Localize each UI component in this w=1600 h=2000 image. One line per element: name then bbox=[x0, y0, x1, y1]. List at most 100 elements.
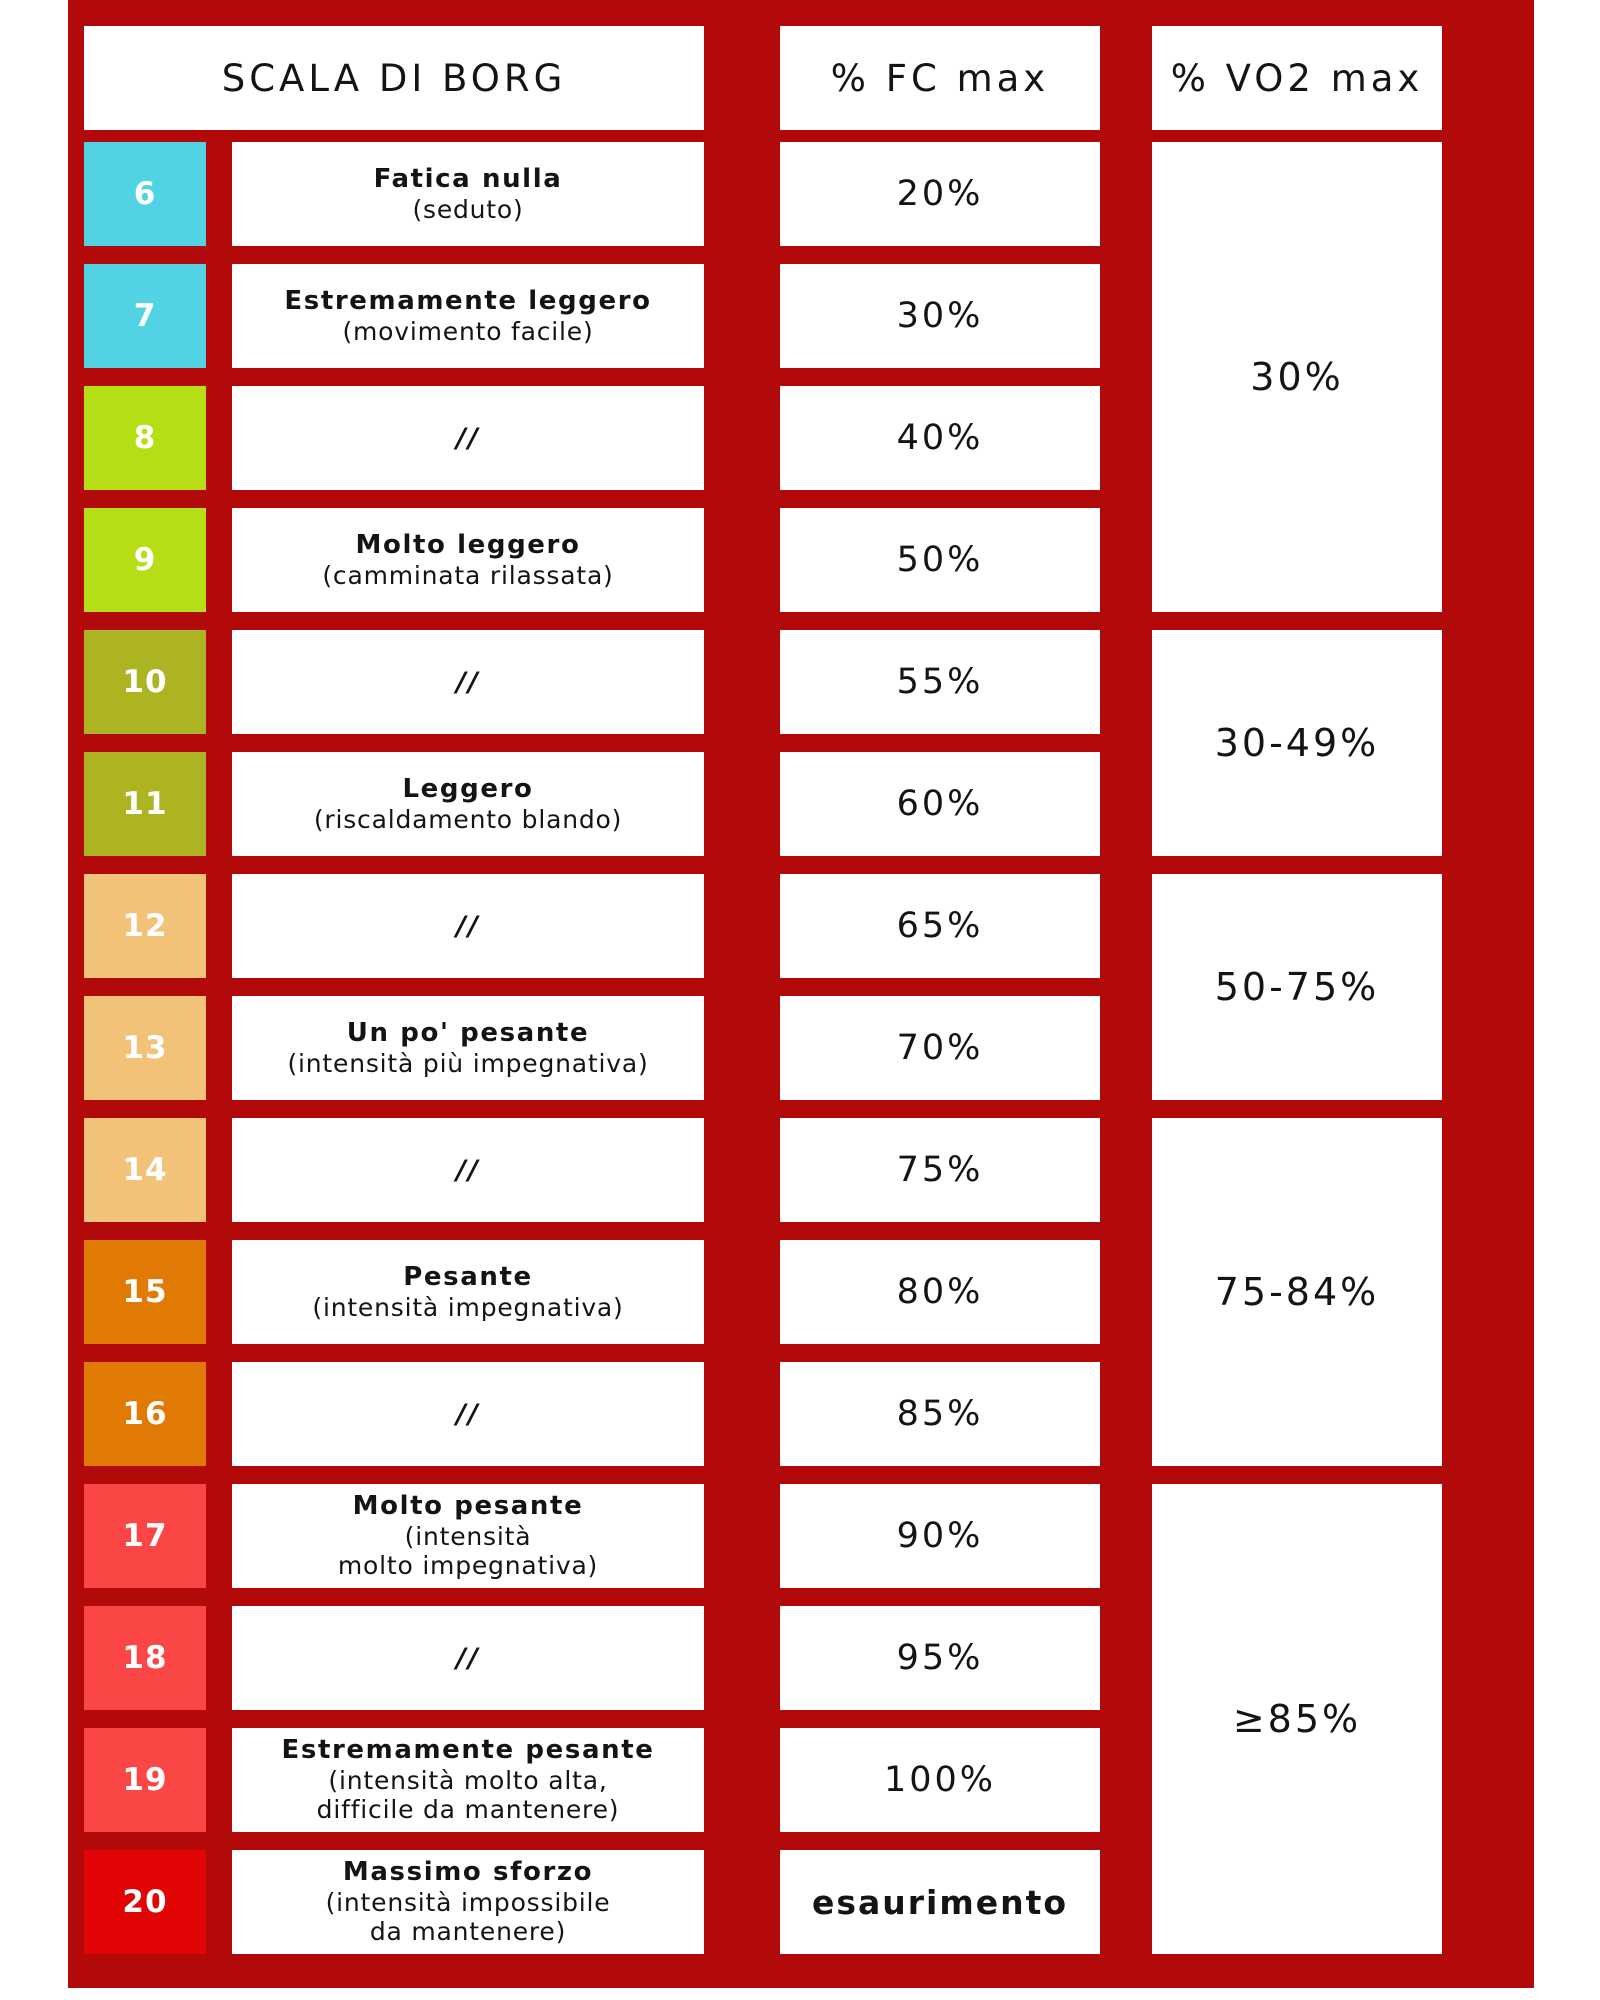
vo2-max-value: 30-49% bbox=[1214, 721, 1380, 765]
fc-max-cell-15: 80% bbox=[780, 1240, 1100, 1344]
fc-max-value: 55% bbox=[896, 662, 984, 702]
fc-max-value: esaurimento bbox=[811, 1882, 1069, 1922]
borg-description-detail: molto impegnativa) bbox=[337, 1551, 599, 1581]
borg-score-value: 12 bbox=[122, 908, 168, 944]
fc-max-cell-16: 85% bbox=[780, 1362, 1100, 1466]
borg-description-detail: (camminata rilassata) bbox=[322, 560, 614, 590]
borg-description-title: Estremamente leggero bbox=[284, 285, 652, 316]
borg-description-detail: (seduto) bbox=[412, 194, 524, 224]
fc-max-cell-11: 60% bbox=[780, 752, 1100, 856]
borg-description-title: Un po' pesante bbox=[346, 1017, 590, 1048]
borg-description-title: Molto leggero bbox=[355, 529, 581, 560]
borg-description-cell-11: Leggero (riscaldamento blando) bbox=[232, 752, 704, 856]
borg-description-detail: (intensità impossibile bbox=[325, 1887, 611, 1917]
fc-max-cell-14: 75% bbox=[780, 1118, 1100, 1222]
borg-description-cell-9: Molto leggero (camminata rilassata) bbox=[232, 508, 704, 612]
column-header-label: SCALA DI BORG bbox=[221, 56, 567, 100]
borg-description-title: Leggero bbox=[402, 773, 534, 804]
borg-description-detail: (intensità impegnativa) bbox=[312, 1292, 624, 1322]
borg-description-cell-14: // bbox=[232, 1118, 704, 1222]
borg-score-swatch-11: 11 bbox=[84, 752, 206, 856]
fc-max-value: 85% bbox=[896, 1394, 984, 1434]
fc-max-value: 60% bbox=[896, 784, 984, 824]
fc-max-cell-7: 30% bbox=[780, 264, 1100, 368]
borg-score-value: 9 bbox=[133, 542, 157, 578]
borg-score-value: 15 bbox=[122, 1274, 168, 1310]
borg-score-swatch-13: 13 bbox=[84, 996, 206, 1100]
borg-description-title: Pesante bbox=[403, 1261, 533, 1292]
borg-score-value: 16 bbox=[122, 1396, 168, 1432]
borg-description-title: Estremamente pesante bbox=[281, 1735, 655, 1766]
column-header-fc-max: % FC max bbox=[780, 26, 1100, 130]
vo2-max-cell-3: 75-84% bbox=[1152, 1118, 1442, 1466]
borg-score-value: 18 bbox=[122, 1640, 168, 1676]
borg-description-cell-8: // bbox=[232, 386, 704, 490]
borg-score-swatch-18: 18 bbox=[84, 1606, 206, 1710]
borg-description-cell-18: // bbox=[232, 1606, 704, 1710]
borg-score-swatch-8: 8 bbox=[84, 386, 206, 490]
borg-description-cell-20: Massimo sforzo (intensità impossibile da m… bbox=[232, 1850, 704, 1954]
borg-description-title: Fatica nulla bbox=[373, 163, 563, 194]
borg-description-cell-15: Pesante (intensità impegnativa) bbox=[232, 1240, 704, 1344]
borg-description-cell-12: // bbox=[232, 874, 704, 978]
borg-score-value: 8 bbox=[133, 420, 157, 456]
vo2-max-value: 75-84% bbox=[1214, 1270, 1380, 1314]
borg-score-swatch-10: 10 bbox=[84, 630, 206, 734]
table-grid: SCALA DI BORG % FC max % VO2 max 6 Fatica… bbox=[68, 0, 1534, 1988]
borg-score-swatch-17: 17 bbox=[84, 1484, 206, 1588]
borg-description-title: Molto pesante bbox=[352, 1491, 584, 1522]
borg-score-swatch-7: 7 bbox=[84, 264, 206, 368]
fc-max-cell-17: 90% bbox=[780, 1484, 1100, 1588]
borg-description-cell-6: Fatica nulla (seduto) bbox=[232, 142, 704, 246]
fc-max-value: 80% bbox=[896, 1272, 984, 1312]
borg-description-detail: difficile da mantenere) bbox=[316, 1795, 620, 1825]
borg-score-swatch-9: 9 bbox=[84, 508, 206, 612]
borg-description-cell-7: Estremamente leggero (movimento facile) bbox=[232, 264, 704, 368]
borg-score-swatch-12: 12 bbox=[84, 874, 206, 978]
fc-max-cell-12: 65% bbox=[780, 874, 1100, 978]
borg-score-value: 20 bbox=[122, 1884, 168, 1920]
vo2-max-value: 50-75% bbox=[1214, 965, 1380, 1009]
borg-score-value: 17 bbox=[122, 1518, 168, 1554]
borg-scale-table: SCALA DI BORG % FC max % VO2 max 6 Fatica… bbox=[68, 0, 1534, 1988]
borg-description-cell-13: Un po' pesante (intensità più impegnativa… bbox=[232, 996, 704, 1100]
column-header-scala-di-borg: SCALA DI BORG bbox=[84, 26, 704, 130]
fc-max-cell-18: 95% bbox=[780, 1606, 1100, 1710]
borg-description-ditto: // bbox=[456, 666, 480, 698]
borg-score-value: 19 bbox=[122, 1762, 168, 1798]
fc-max-value: 95% bbox=[896, 1638, 984, 1678]
fc-max-cell-9: 50% bbox=[780, 508, 1100, 612]
fc-max-value: 40% bbox=[896, 418, 984, 458]
borg-score-value: 7 bbox=[133, 298, 157, 334]
borg-description-ditto: // bbox=[456, 910, 480, 942]
fc-max-value: 20% bbox=[896, 174, 984, 214]
borg-description-detail: (intensità molto alta, bbox=[328, 1765, 608, 1795]
fc-max-value: 90% bbox=[896, 1516, 984, 1556]
fc-max-value: 65% bbox=[896, 906, 984, 946]
borg-description-ditto: // bbox=[456, 1642, 480, 1674]
fc-max-value: 30% bbox=[896, 296, 984, 336]
borg-description-detail: da mantenere) bbox=[369, 1917, 567, 1947]
column-header-label: % FC max bbox=[830, 56, 1050, 100]
borg-description-cell-17: Molto pesante (intensità molto impegnativa… bbox=[232, 1484, 704, 1588]
fc-max-cell-6: 20% bbox=[780, 142, 1100, 246]
fc-max-value: 100% bbox=[883, 1760, 997, 1800]
borg-description-cell-16: // bbox=[232, 1362, 704, 1466]
fc-max-cell-19: 100% bbox=[780, 1728, 1100, 1832]
vo2-max-cell-2: 50-75% bbox=[1152, 874, 1442, 1100]
borg-description-detail: (riscaldamento blando) bbox=[313, 804, 623, 834]
vo2-max-value: ≥85% bbox=[1232, 1697, 1362, 1741]
borg-description-ditto: // bbox=[456, 1154, 480, 1186]
vo2-max-cell-1: 30-49% bbox=[1152, 630, 1442, 856]
borg-score-swatch-16: 16 bbox=[84, 1362, 206, 1466]
fc-max-cell-20: esaurimento bbox=[780, 1850, 1100, 1954]
borg-description-title: Massimo sforzo bbox=[342, 1857, 594, 1888]
fc-max-value: 50% bbox=[896, 540, 984, 580]
fc-max-cell-8: 40% bbox=[780, 386, 1100, 490]
borg-description-detail: (movimento facile) bbox=[342, 316, 594, 346]
borg-description-cell-19: Estremamente pesante (intensità molto alt… bbox=[232, 1728, 704, 1832]
borg-description-cell-10: // bbox=[232, 630, 704, 734]
borg-score-value: 14 bbox=[122, 1152, 168, 1188]
fc-max-cell-10: 55% bbox=[780, 630, 1100, 734]
column-header-vo2-max: % VO2 max bbox=[1152, 26, 1442, 130]
